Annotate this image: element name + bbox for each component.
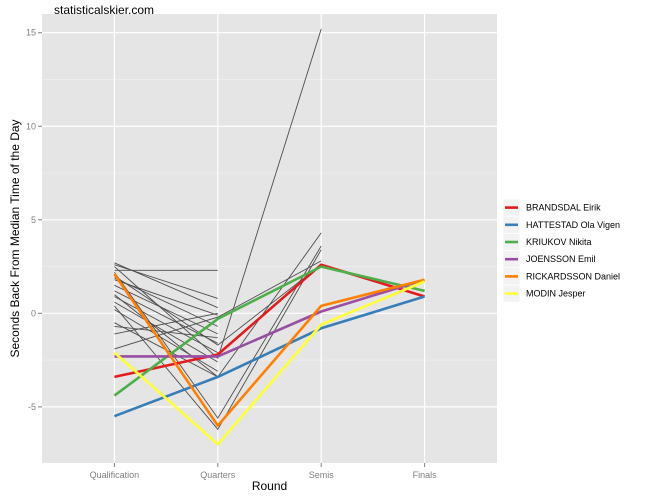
- skier-line-10: [114, 309, 219, 372]
- series-line-modin-jesper: [113, 280, 426, 446]
- x-tick-label: Semis: [309, 470, 335, 480]
- highlighted-skiers-lines: [113, 263, 426, 446]
- x-axis-ticks: Qualification Quarters Semis Finals: [90, 463, 437, 480]
- skier-line-17: [114, 249, 322, 431]
- chart-caption: statisticalskier.com: [54, 3, 154, 17]
- skier-line-12: [114, 312, 218, 335]
- series-line-joensson-emil: [114, 278, 425, 358]
- skier-line-16: [114, 245, 322, 419]
- legend-label-rickardsson-daniel: RICKARDSSON Daniel: [526, 271, 620, 281]
- legend: BRANDSDAL Eirik HATTESTAD Ola Vigen KRIUKO…: [501, 197, 629, 305]
- legend-label-hattestad-ola-vigen: HATTESTAD Ola Vigen: [526, 220, 620, 230]
- x-axis-title: Round: [252, 479, 287, 493]
- legend-box: [501, 197, 629, 305]
- major-gridlines: [42, 14, 497, 463]
- y-tick-label: 15: [26, 28, 36, 38]
- y-tick-label: -5: [28, 402, 36, 412]
- skier-line-14: [114, 28, 322, 359]
- x-tick-label: Quarters: [200, 470, 236, 480]
- skier-line-6: [114, 284, 218, 335]
- skier-line-19: [114, 264, 322, 346]
- legend-label-joensson-emil: JOENSSON Emil: [526, 254, 596, 264]
- skier-line-13: [114, 325, 218, 339]
- series-line-rickardsson-daniel: [113, 273, 425, 427]
- minor-gridlines: [42, 79, 497, 361]
- y-axis-title: Seconds Back From Median Time of the Day: [8, 119, 22, 357]
- legend-label-kriukov-nikita: KRIUKOV Nikita: [526, 237, 592, 247]
- x-tick-label: Finals: [413, 470, 438, 480]
- y-tick-label: 0: [31, 308, 36, 318]
- y-tick-label: 10: [26, 121, 36, 131]
- y-tick-label: 5: [31, 215, 36, 225]
- skier-line-18: [114, 260, 322, 350]
- legend-label-modin-jesper: MODIN Jesper: [526, 289, 586, 299]
- skier-line-5: [114, 277, 218, 327]
- series-line-hattestad-ola-vigen: [113, 295, 425, 418]
- plot-panel: [42, 14, 497, 463]
- y-axis-ticks: -5 0 5 10 15: [26, 28, 42, 412]
- series-line-brandsdal-eirik: [114, 263, 425, 379]
- skier-line-3: [114, 262, 218, 309]
- legend-label-brandsdal-eirik: BRANDSDAL Eirik: [526, 203, 601, 213]
- x-tick-label: Qualification: [90, 470, 140, 480]
